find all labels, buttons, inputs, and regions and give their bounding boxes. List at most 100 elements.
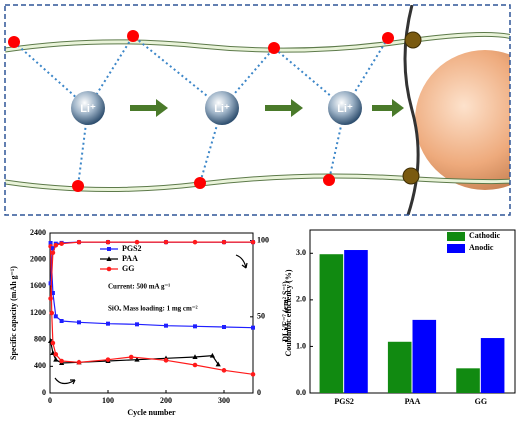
legend-label: PAA — [122, 254, 138, 263]
x-tick-label: PGS2 — [334, 397, 354, 406]
marker — [59, 358, 64, 364]
marker — [50, 291, 55, 295]
y-tick-label: 400 — [34, 361, 46, 370]
legend-swatch — [447, 244, 465, 253]
marker — [250, 239, 256, 245]
x-tick-label: GG — [475, 397, 487, 406]
ion-label: Li⁺ — [337, 103, 353, 115]
series-line — [49, 340, 219, 365]
marker — [76, 360, 82, 365]
y-tick-label: 50 — [257, 312, 265, 321]
legend-label: PGS2 — [122, 244, 142, 253]
marker — [59, 319, 64, 323]
marker — [209, 352, 215, 358]
marker — [77, 320, 81, 325]
lithium-ion — [328, 91, 362, 125]
binder-chain — [5, 174, 510, 192]
marker — [192, 362, 198, 368]
marker — [106, 256, 112, 261]
interface-sites — [402, 31, 422, 185]
marker — [163, 358, 169, 363]
marker — [59, 241, 64, 246]
y-tick-label: 2000 — [30, 254, 46, 263]
marker — [193, 324, 197, 329]
marker — [105, 357, 111, 362]
y-tick-label: 1200 — [30, 308, 46, 317]
marker — [251, 325, 255, 330]
binding-sites — [8, 30, 394, 192]
marker — [250, 372, 256, 377]
y-tick-label: 800 — [34, 334, 46, 343]
marker — [134, 239, 140, 245]
legend-swatch — [447, 232, 465, 241]
ion-label: Li⁺ — [80, 103, 96, 115]
bar — [480, 338, 505, 393]
x-tick-label: 300 — [218, 396, 230, 405]
bar — [387, 341, 412, 393]
marker — [222, 325, 226, 329]
marker — [76, 239, 82, 245]
x-tick-label: PAA — [405, 397, 421, 406]
series-line — [49, 241, 253, 284]
marker — [215, 361, 221, 367]
particle — [415, 50, 510, 190]
marker — [163, 239, 169, 245]
marker — [107, 247, 111, 251]
y-tick-label: 2.0 — [296, 295, 306, 304]
legend-label: GG — [122, 264, 134, 273]
y-tick-label: 1600 — [30, 281, 46, 290]
binder-chain — [5, 33, 510, 52]
marker — [106, 321, 110, 326]
marker — [50, 250, 56, 256]
marker — [48, 241, 53, 245]
y-tick-label: 3.0 — [296, 248, 306, 257]
marker — [53, 352, 59, 357]
lithium-ion — [205, 91, 239, 125]
marker — [106, 266, 112, 272]
y-tick-label: 1.0 — [296, 341, 306, 350]
y-axis-label: Specific capacity (mAh g⁻¹) — [9, 266, 18, 360]
marker — [221, 239, 227, 245]
marker — [49, 310, 55, 316]
marker — [53, 242, 59, 248]
marker — [50, 340, 56, 346]
annotation: SiOₓ Mass loading: 1 mg cm⁻² — [108, 305, 198, 313]
lithium-ion — [71, 91, 105, 125]
y-tick-label: 0 — [42, 388, 46, 397]
bar — [456, 368, 480, 393]
series-line — [49, 246, 254, 375]
x-tick-label: 200 — [160, 396, 172, 405]
bar — [319, 254, 344, 393]
marker — [48, 281, 53, 286]
diagram-frame — [4, 4, 511, 216]
bar — [412, 319, 437, 393]
marker — [192, 239, 198, 245]
marker — [48, 296, 53, 301]
legend-label: Anodic — [469, 243, 494, 252]
y-tick-label: 100 — [257, 235, 269, 244]
x-tick-label: 100 — [102, 396, 114, 405]
bar — [344, 250, 368, 393]
marker — [221, 368, 227, 373]
legend-label: Cathodic — [469, 231, 501, 240]
curved-arrows — [54, 254, 248, 385]
marker — [105, 239, 111, 245]
marker — [50, 246, 55, 251]
y-tick-label: 0 — [257, 388, 261, 397]
marker — [192, 354, 198, 359]
transport-arrows — [130, 99, 404, 117]
y-tick-label: 2400 — [30, 228, 46, 237]
marker — [135, 322, 139, 327]
marker — [53, 314, 58, 319]
marker — [128, 354, 134, 360]
marker — [164, 323, 168, 328]
marker — [53, 356, 59, 362]
diagram: Li⁺ Li⁺ Li⁺ — [4, 4, 511, 216]
y-axis-label: DLi/E⁻⁷ (cm² S⁻¹) — [281, 281, 290, 342]
y2-axis-label: Coulombic efficiency (%) — [284, 269, 293, 356]
x-tick-label: 0 — [48, 396, 52, 405]
y-tick-label: 0.0 — [296, 388, 306, 397]
ion-label: Li⁺ — [214, 103, 230, 115]
marker — [134, 356, 140, 362]
